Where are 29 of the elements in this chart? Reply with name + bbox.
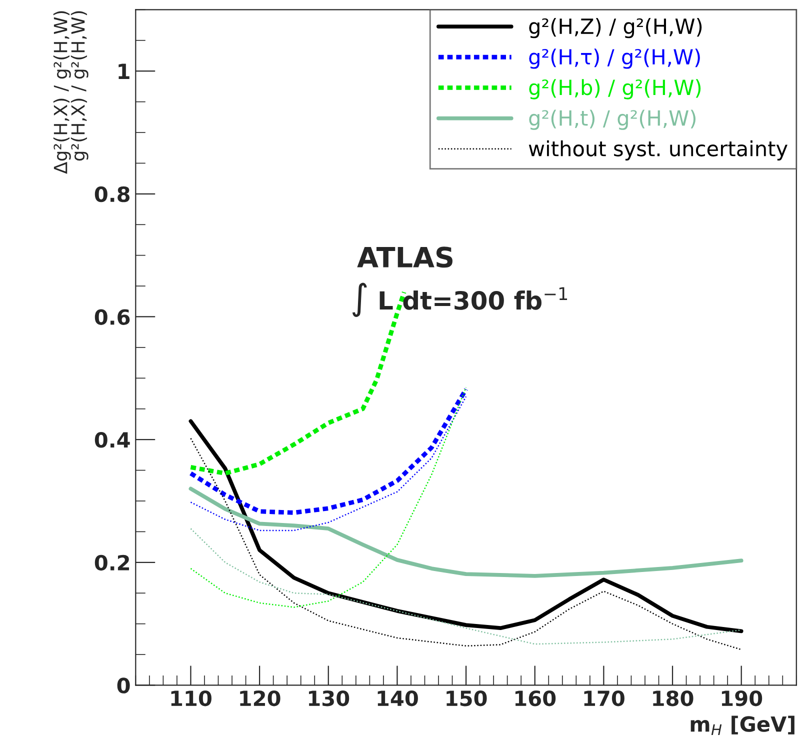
x-tick-label: 160 (515, 690, 556, 706)
x-tick-label: 190 (722, 690, 762, 706)
x-axis-title: m$_{H}$ [GeV] (690, 716, 794, 736)
x-tick-label: 170 (584, 690, 624, 706)
x-tick-label: 110 (171, 690, 212, 706)
legend-label: g²(H,Z) / g²(H,W) (529, 18, 702, 38)
line-series (188, 419, 744, 634)
line-series (190, 438, 742, 650)
legend-label: g²(H,t) / g²(H,W) (529, 110, 696, 130)
line-series (190, 528, 742, 645)
x-tick-label: 180 (653, 690, 694, 706)
x-tick-label: 150 (446, 690, 487, 706)
legend-label: g²(H,b) / g²(H,W) (529, 79, 701, 100)
y-tick-label: 0.6 (94, 309, 130, 325)
annotation: ATLAS (357, 246, 452, 268)
y-tick-label: 0 (117, 678, 130, 694)
line-series (190, 386, 467, 608)
legend-label: without syst. uncertainty (528, 140, 788, 160)
y-tick-label: 0.4 (94, 432, 130, 448)
y-axis-title: Δg²(H,X) / g²(H,W) g²(H,X) / g²(H,W) (53, 11, 88, 174)
x-tick-label: 140 (378, 690, 418, 706)
line-series (188, 486, 744, 578)
y-tick-label: 1 (118, 64, 130, 79)
y-tick-label: 0.2 (94, 554, 129, 571)
x-tick-label: 130 (308, 690, 350, 706)
y-tick-label: 0.8 (94, 186, 130, 202)
annotation: ∫ L dt=300 fb$^{−1}$ (352, 282, 568, 318)
legend-label: g²(H,τ) / g²(H,W) (529, 48, 700, 69)
x-tick-label: 120 (240, 690, 280, 706)
